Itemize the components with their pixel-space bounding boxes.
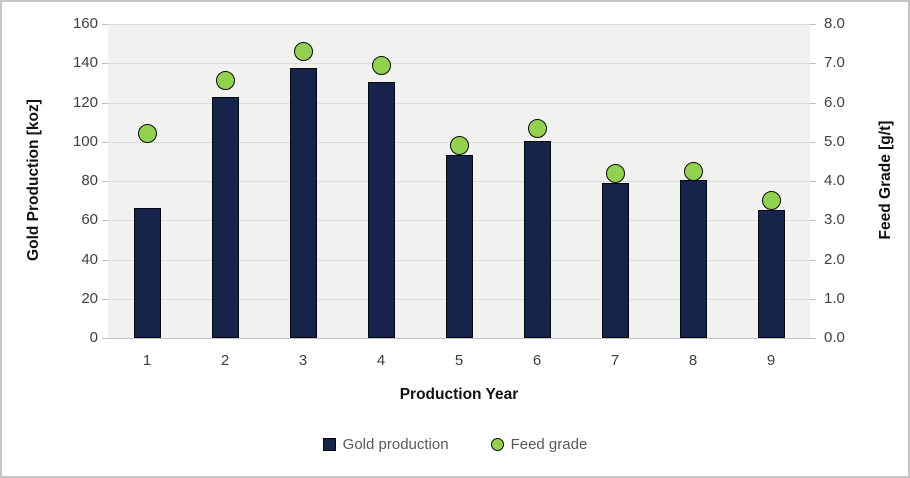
x-axis-tick-label: 2 bbox=[220, 352, 230, 369]
gold-production-bar bbox=[757, 210, 785, 338]
scatter-series-swatch-icon bbox=[490, 438, 504, 451]
right-axis-tick-label: 1.0 bbox=[824, 290, 845, 307]
tick-mark bbox=[810, 338, 816, 339]
gold-production-bar bbox=[367, 81, 395, 338]
right-axis-title: Feed Grade [g/t] bbox=[877, 120, 894, 240]
gold-production-bar bbox=[523, 140, 551, 338]
feed-grade-point bbox=[605, 163, 625, 183]
tick-mark bbox=[810, 24, 816, 25]
x-axis-tick-label: 7 bbox=[610, 352, 620, 369]
tick-mark bbox=[102, 220, 108, 221]
left-axis-tick-label: 80 bbox=[81, 172, 98, 189]
legend-label-feed-grade: Feed grade bbox=[510, 436, 588, 453]
feed-grade-point bbox=[137, 124, 157, 144]
gold-production-bar bbox=[133, 208, 161, 338]
tick-mark bbox=[810, 299, 816, 300]
right-axis-tick-label: 2.0 bbox=[824, 251, 845, 268]
tick-mark bbox=[102, 181, 108, 182]
gold-production-bar bbox=[601, 182, 629, 338]
tick-mark bbox=[810, 103, 816, 104]
x-axis-tick-label: 3 bbox=[298, 352, 308, 369]
x-axis-tick-label: 8 bbox=[688, 352, 698, 369]
left-axis-tick-label: 60 bbox=[81, 211, 98, 228]
tick-mark bbox=[810, 63, 816, 64]
gridline bbox=[108, 103, 810, 104]
x-axis-title: Production Year bbox=[399, 386, 519, 403]
tick-mark bbox=[810, 181, 816, 182]
feed-grade-point bbox=[215, 71, 235, 91]
left-axis-tick-label: 140 bbox=[72, 54, 98, 71]
tick-mark bbox=[810, 220, 816, 221]
tick-mark bbox=[810, 260, 816, 261]
left-axis-tick-label: 120 bbox=[72, 94, 98, 111]
x-axis-tick-label: 1 bbox=[142, 352, 152, 369]
left-axis-tick-label: 100 bbox=[72, 133, 98, 150]
right-axis-tick-label: 8.0 bbox=[824, 15, 845, 32]
gold-production-bar bbox=[289, 68, 317, 338]
x-axis-tick-label: 4 bbox=[376, 352, 386, 369]
gold-production-bar bbox=[679, 180, 707, 338]
feed-grade-point bbox=[527, 118, 547, 138]
tick-mark bbox=[102, 103, 108, 104]
tick-mark bbox=[810, 142, 816, 143]
x-axis-tick-label: 5 bbox=[454, 352, 464, 369]
right-axis-tick-label: 6.0 bbox=[824, 94, 845, 111]
feed-grade-point bbox=[683, 161, 703, 181]
right-axis-tick-label: 0.0 bbox=[824, 329, 845, 346]
gridline bbox=[108, 24, 810, 25]
right-axis-tick-label: 5.0 bbox=[824, 133, 845, 150]
x-axis-line bbox=[108, 338, 810, 339]
tick-mark bbox=[102, 63, 108, 64]
left-axis-tick-label: 20 bbox=[81, 290, 98, 307]
tick-mark bbox=[102, 338, 108, 339]
left-axis-tick-label: 40 bbox=[81, 251, 98, 268]
tick-mark bbox=[102, 299, 108, 300]
gridline bbox=[108, 63, 810, 64]
legend-label-gold-production: Gold production bbox=[342, 436, 449, 453]
right-axis-tick-label: 3.0 bbox=[824, 211, 845, 228]
feed-grade-point bbox=[371, 55, 391, 75]
legend-item-gold-production: Gold production bbox=[322, 436, 449, 453]
left-axis-title: Gold Production [koz] bbox=[25, 99, 42, 261]
tick-mark bbox=[102, 142, 108, 143]
legend-item-feed-grade: Feed grade bbox=[490, 436, 588, 453]
gold-production-bar bbox=[211, 96, 239, 338]
tick-mark bbox=[102, 260, 108, 261]
gold-production-bar bbox=[445, 155, 473, 338]
left-axis-tick-label: 0 bbox=[89, 329, 98, 346]
left-axis-tick-label: 160 bbox=[72, 15, 98, 32]
feed-grade-point bbox=[293, 41, 313, 61]
x-axis-tick-label: 6 bbox=[532, 352, 542, 369]
right-axis-tick-label: 7.0 bbox=[824, 54, 845, 71]
x-axis-tick-label: 9 bbox=[766, 352, 776, 369]
right-axis-tick-label: 4.0 bbox=[824, 172, 845, 189]
feed-grade-point bbox=[449, 136, 469, 156]
bar-series-swatch-icon bbox=[322, 438, 336, 451]
legend: Gold production Feed grade bbox=[2, 436, 908, 453]
feed-grade-point bbox=[761, 191, 781, 211]
tick-mark bbox=[102, 24, 108, 25]
